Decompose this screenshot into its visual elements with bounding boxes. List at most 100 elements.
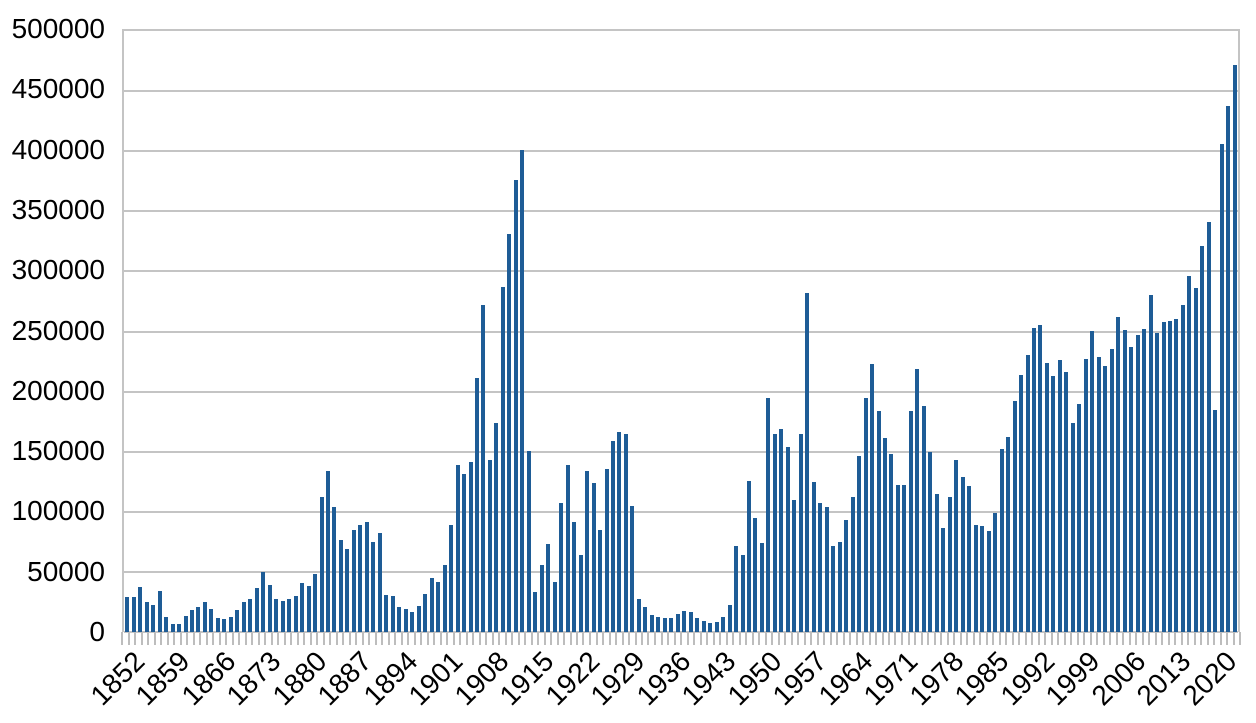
- x-tick: [1173, 632, 1176, 645]
- x-tick: [745, 632, 747, 645]
- bar-1868: [228, 616, 233, 632]
- x-tick: [764, 632, 767, 645]
- bar-1973: [908, 410, 913, 632]
- bar-1989: [1012, 401, 1017, 632]
- x-tick: [290, 632, 292, 645]
- bar-1984: [980, 525, 985, 632]
- bar-2001: [1090, 330, 1095, 632]
- bar-1854: [138, 587, 143, 632]
- x-tick: [361, 632, 364, 645]
- x-tick: [738, 632, 741, 645]
- x-tick: [875, 632, 877, 645]
- x-tick: [673, 632, 676, 645]
- bar-1960: [824, 506, 829, 632]
- x-tick: [277, 632, 279, 645]
- bar-1929: [623, 433, 628, 632]
- x-tick: [218, 632, 221, 645]
- x-tick: [160, 632, 162, 645]
- x-tick: [725, 632, 728, 645]
- x-tick: [257, 632, 260, 645]
- bar-1995: [1051, 376, 1056, 632]
- x-tick: [790, 632, 793, 645]
- bar-1866: [215, 618, 220, 632]
- bar-1856: [151, 605, 156, 632]
- x-tick: [1239, 632, 1241, 645]
- x-tick: [134, 632, 136, 645]
- x-tick: [179, 632, 182, 645]
- bar-1899: [429, 578, 434, 632]
- x-tick: [914, 632, 916, 645]
- x-tick: [628, 632, 630, 645]
- x-tick-label: 2020: [1176, 645, 1243, 712]
- x-tick: [901, 632, 903, 645]
- bar-1853: [131, 596, 136, 632]
- gridline: [124, 330, 1238, 333]
- x-tick: [1226, 632, 1228, 645]
- x-tick: [589, 632, 591, 645]
- x-axis-tick-marks: [121, 632, 1241, 646]
- x-tick: [394, 632, 396, 645]
- x-tick: [862, 632, 864, 645]
- x-tick: [1031, 632, 1033, 645]
- bar-1884: [332, 507, 337, 632]
- bar-1941: [701, 620, 706, 632]
- x-tick: [771, 632, 773, 645]
- bar-1987: [999, 449, 1004, 632]
- x-tick: [784, 632, 786, 645]
- x-tick: [452, 632, 455, 645]
- x-tick: [1206, 632, 1209, 645]
- x-tick: [491, 632, 494, 645]
- bar-1959: [818, 503, 823, 632]
- bar-1932: [643, 607, 648, 632]
- x-tick: [712, 632, 715, 645]
- bar-2021: [1219, 144, 1224, 632]
- x-tick: [381, 632, 383, 645]
- x-tick: [732, 632, 734, 645]
- bar-1875: [274, 599, 279, 632]
- x-tick: [1128, 632, 1131, 645]
- bar-1991: [1025, 354, 1030, 632]
- bar-2005: [1116, 316, 1121, 632]
- bar-1942: [708, 622, 713, 632]
- x-tick: [147, 632, 149, 645]
- bar-1874: [267, 584, 272, 632]
- bar-1891: [377, 533, 382, 632]
- x-tick: [1213, 632, 1215, 645]
- bar-2013: [1167, 320, 1172, 632]
- bar-1911: [507, 233, 512, 632]
- bar-2009: [1142, 328, 1147, 632]
- x-tick: [329, 632, 331, 645]
- x-tick: [199, 632, 201, 645]
- bar-1962: [837, 542, 842, 632]
- bar-2017: [1193, 287, 1198, 632]
- x-tick: [1102, 632, 1105, 645]
- bar-1910: [500, 287, 505, 632]
- bar-2022: [1226, 106, 1231, 632]
- x-tick: [342, 632, 344, 645]
- bar-1878: [293, 596, 298, 632]
- x-tick: [1050, 632, 1053, 645]
- bar-1906: [474, 377, 479, 632]
- x-tick: [420, 632, 422, 645]
- bar-1980: [954, 459, 959, 632]
- bar-1886: [345, 548, 350, 632]
- bar-1883: [326, 471, 331, 632]
- x-tick: [1161, 632, 1163, 645]
- bar-1912: [513, 180, 518, 632]
- x-tick: [446, 632, 448, 645]
- x-tick: [1154, 632, 1157, 645]
- x-tick: [173, 632, 175, 645]
- bar-1894: [397, 606, 402, 632]
- bar-1925: [598, 529, 603, 632]
- x-tick: [433, 632, 435, 645]
- bar-2007: [1129, 347, 1134, 632]
- x-tick: [829, 632, 832, 645]
- x-tick: [244, 632, 247, 645]
- x-tick: [335, 632, 338, 645]
- bar-1859: [170, 624, 175, 632]
- x-tick: [459, 632, 461, 645]
- x-tick: [1043, 632, 1046, 645]
- bar-1915: [533, 591, 538, 632]
- x-tick: [238, 632, 240, 645]
- bar-1999: [1077, 403, 1082, 632]
